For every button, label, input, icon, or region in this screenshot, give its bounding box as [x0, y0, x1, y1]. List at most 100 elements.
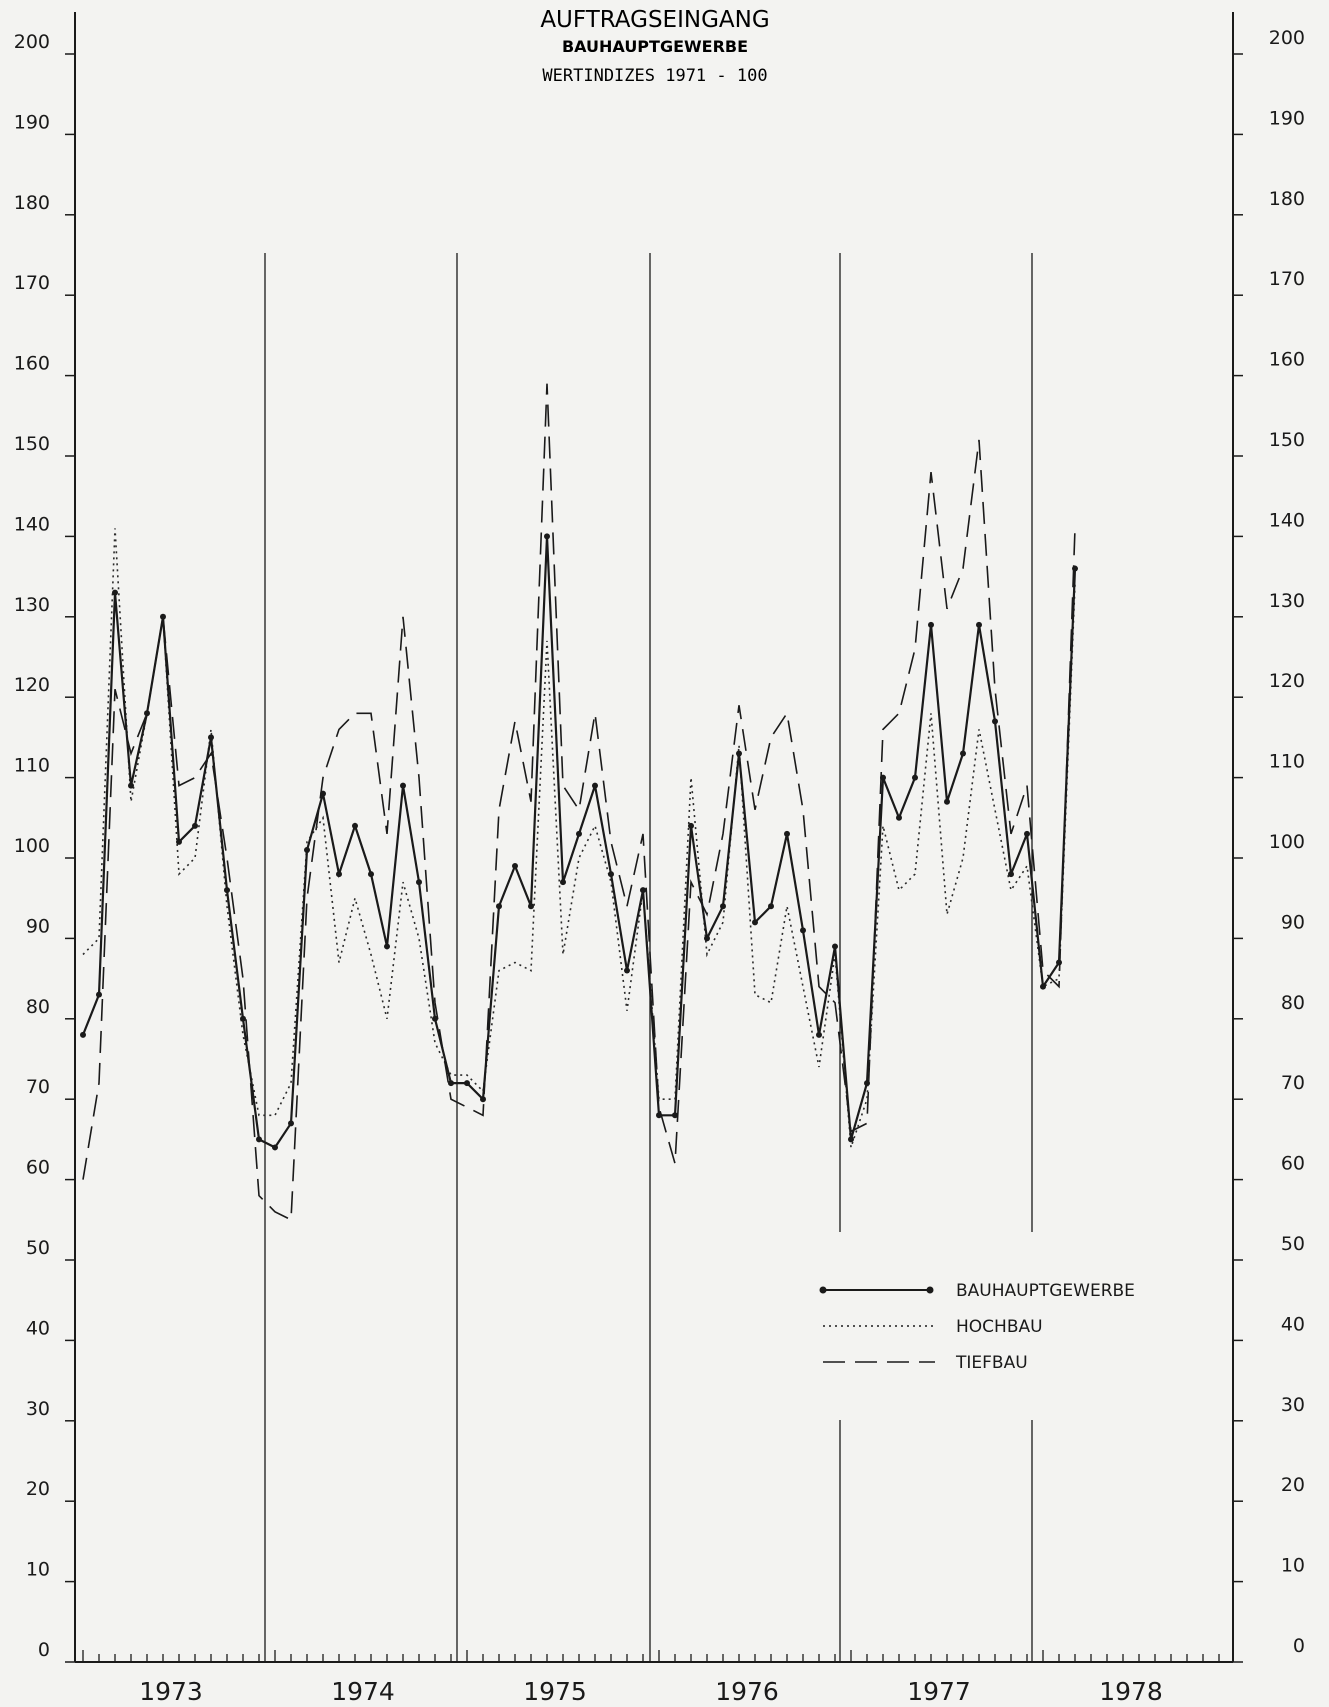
data-point-bauhauptgewerbe [144, 710, 150, 717]
data-point-bauhauptgewerbe [944, 798, 950, 805]
data-point-bauhauptgewerbe [272, 1144, 278, 1151]
x-year-label: 1977 [907, 1677, 971, 1706]
x-year-label: 1973 [139, 1677, 203, 1706]
y-tick-label-left: 70 [26, 1076, 50, 1098]
data-point-bauhauptgewerbe [656, 1112, 662, 1119]
y-tick-label-left: 170 [14, 272, 50, 294]
series-layer [80, 383, 1078, 1222]
y-tick-label-right: 150 [1269, 429, 1305, 451]
data-point-bauhauptgewerbe [896, 814, 902, 821]
y-tick-label-left: 180 [14, 192, 50, 214]
series-line-hochbau [82, 528, 1076, 1148]
y-tick-label-right: 160 [1269, 349, 1305, 371]
y-tick-label-right: 100 [1269, 831, 1305, 853]
data-point-bauhauptgewerbe [1024, 830, 1030, 837]
y-tick-label-left: 150 [14, 433, 50, 455]
data-point-bauhauptgewerbe [848, 1136, 854, 1143]
data-point-bauhauptgewerbe [560, 879, 566, 886]
data-point-bauhauptgewerbe [1056, 959, 1062, 966]
data-point-bauhauptgewerbe [880, 774, 886, 781]
data-point-bauhauptgewerbe [1008, 871, 1014, 878]
y-tick-label-right: 10 [1281, 1555, 1305, 1577]
data-point-bauhauptgewerbe [688, 822, 694, 829]
data-point-bauhauptgewerbe [496, 903, 502, 910]
data-point-bauhauptgewerbe [912, 774, 918, 781]
data-point-bauhauptgewerbe [448, 1080, 454, 1087]
x-year-label: 1978 [1099, 1677, 1163, 1706]
y-tick-label-left: 40 [26, 1317, 50, 1339]
y-tick-label-right: 200 [1269, 27, 1305, 49]
chart-subtitle: BAUHAUPTGEWERBE [562, 37, 748, 56]
data-point-bauhauptgewerbe [1072, 565, 1078, 572]
y-tick-label-left: 200 [14, 31, 50, 53]
data-point-bauhauptgewerbe [240, 1015, 246, 1022]
x-year-label: 1976 [715, 1677, 779, 1706]
data-point-bauhauptgewerbe [832, 943, 838, 950]
data-point-bauhauptgewerbe [192, 822, 198, 829]
data-point-bauhauptgewerbe [464, 1080, 470, 1087]
data-point-bauhauptgewerbe [592, 782, 598, 789]
data-point-bauhauptgewerbe [544, 533, 550, 540]
data-point-bauhauptgewerbe [160, 613, 166, 620]
data-point-bauhauptgewerbe [224, 887, 230, 894]
data-point-bauhauptgewerbe [432, 1015, 438, 1022]
chart-title: AUFTRAGSEINGANG [540, 7, 769, 33]
data-point-bauhauptgewerbe [976, 621, 982, 628]
chart-subtitle-2: WERTINDIZES 1971 - 100 [542, 66, 767, 86]
series-line-tiefbau [82, 383, 1076, 1222]
y-tick-label-right: 130 [1269, 590, 1305, 612]
data-point-bauhauptgewerbe [864, 1080, 870, 1087]
data-point-bauhauptgewerbe [304, 846, 310, 853]
y-tick-label-left: 30 [26, 1398, 50, 1420]
data-point-bauhauptgewerbe [736, 750, 742, 757]
data-point-bauhauptgewerbe [992, 718, 998, 725]
y-tick-label-right: 170 [1269, 268, 1305, 290]
data-point-bauhauptgewerbe [288, 1120, 294, 1127]
data-point-bauhauptgewerbe [320, 790, 326, 797]
y-tick-label-left: 0 [38, 1639, 50, 1661]
y-tick-label-right: 50 [1281, 1233, 1305, 1255]
data-point-bauhauptgewerbe [96, 991, 102, 998]
data-point-bauhauptgewerbe [256, 1136, 262, 1143]
y-tick-label-left: 140 [14, 513, 50, 535]
data-point-bauhauptgewerbe [800, 927, 806, 934]
y-tick-label-right: 0 [1293, 1635, 1305, 1657]
data-point-bauhauptgewerbe [608, 871, 614, 878]
data-point-bauhauptgewerbe [400, 782, 406, 789]
series-line-bauhauptgewerbe [81, 536, 1077, 1149]
legend-label-tiefbau: TIEFBAU [955, 1353, 1028, 1373]
y-tick-label-right: 60 [1281, 1153, 1305, 1175]
data-point-bauhauptgewerbe [784, 830, 790, 837]
y-tick-label-left: 10 [26, 1559, 50, 1581]
data-point-bauhauptgewerbe [928, 621, 934, 628]
y-tick-label-left: 20 [26, 1478, 50, 1500]
y-tick-label-left: 50 [26, 1237, 50, 1259]
y-tick-label-right: 110 [1269, 751, 1305, 773]
left-y-axis: 0 10 20 30 40 50 60 70 80 90 100 110 120 130 140 150 160… [14, 31, 75, 1663]
legend: BAUHAUPTGEWERBE HOCHBAU TIEFBAU [819, 1281, 1135, 1373]
y-tick-label-right: 190 [1269, 107, 1305, 129]
legend-label-bauhauptgewerbe: BAUHAUPTGEWERBE [956, 1281, 1135, 1301]
legend-dot-left [819, 1286, 827, 1294]
y-tick-label-left: 120 [14, 674, 50, 696]
data-point-bauhauptgewerbe [384, 943, 390, 950]
chart-frame [74, 12, 1234, 1663]
right-y-axis: 0 10 20 30 40 50 60 70 80 90 100 110 120 130 140 150 160… [1233, 27, 1305, 1663]
y-tick-label-right: 40 [1281, 1313, 1305, 1335]
y-tick-label-right: 120 [1269, 670, 1305, 692]
x-year-label: 1974 [331, 1677, 395, 1706]
data-point-bauhauptgewerbe [368, 871, 374, 878]
data-point-bauhauptgewerbe [336, 871, 342, 878]
data-point-bauhauptgewerbe [640, 887, 646, 894]
x-year-label: 1975 [523, 1677, 587, 1706]
y-tick-label-left: 60 [26, 1157, 50, 1179]
y-tick-label-right: 180 [1269, 188, 1305, 210]
data-point-bauhauptgewerbe [768, 903, 774, 910]
data-point-bauhauptgewerbe [624, 967, 630, 974]
data-point-bauhauptgewerbe [672, 1112, 678, 1119]
data-point-bauhauptgewerbe [704, 935, 710, 942]
y-tick-label-right: 20 [1281, 1474, 1305, 1496]
y-tick-label-right: 140 [1269, 509, 1305, 531]
y-tick-label-right: 70 [1281, 1072, 1305, 1094]
